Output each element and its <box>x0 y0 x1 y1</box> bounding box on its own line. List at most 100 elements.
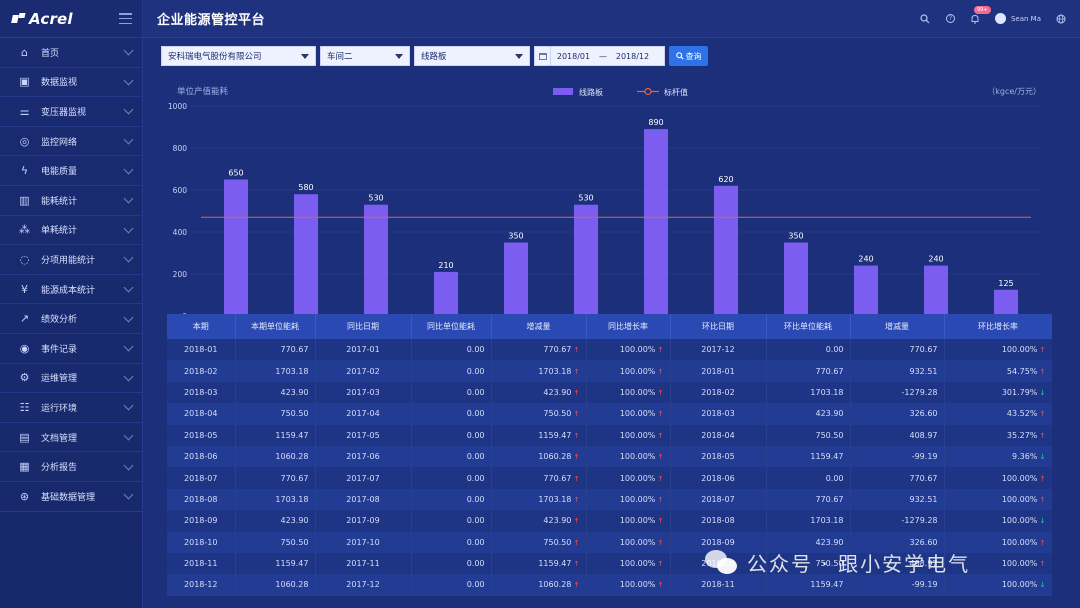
cell-value: 100.00% <box>1001 494 1038 504</box>
cell-value: 0.00 <box>466 409 485 419</box>
sidebar-item-6[interactable]: ⁂ 单耗统计 <box>0 216 142 246</box>
table-row[interactable]: 2018-01 770.67 2017-01 0.00 770.67 ↑ 100.00% … <box>167 339 1052 361</box>
search-icon[interactable] <box>920 13 931 24</box>
sidebar-item-7[interactable]: ◌ 分项用能统计 <box>0 245 142 275</box>
bar <box>994 289 1018 316</box>
sidebar-item-3[interactable]: ◎ 监控网络 <box>0 127 142 157</box>
cell-value: 423.90 <box>815 537 844 547</box>
column-header: 增减量 <box>491 314 587 339</box>
sidebar-item-11[interactable]: ⚙ 运维管理 <box>0 364 142 394</box>
globe-icon[interactable] <box>1055 13 1066 24</box>
table-cell: 0.00 <box>411 381 492 404</box>
sidebar-item-label: 能源成本统计 <box>41 285 96 296</box>
arrow-up-icon: ↑ <box>655 517 664 526</box>
table-cell: 1159.47 <box>766 574 851 596</box>
table-cell: 0.00 <box>411 339 492 361</box>
table-row[interactable]: 2018-10 750.50 2017-10 0.00 750.50 ↑ 100.00% … <box>167 531 1052 553</box>
cell-value: 0.00 <box>466 494 485 504</box>
sidebar-item-label: 运维管理 <box>41 374 78 385</box>
y-tick-label: 1000 <box>168 102 187 111</box>
sidebar-item-5[interactable]: ▥ 能耗统计 <box>0 186 142 216</box>
sidebar-item-1[interactable]: ▣ 数据监视 <box>0 68 142 98</box>
table-row[interactable]: 2018-07 770.67 2017-07 0.00 770.67 ↑ 100.00% … <box>167 467 1052 489</box>
table-row[interactable]: 2018-11 1159.47 2017-11 0.00 1159.47 ↑ 100.00… <box>167 552 1052 575</box>
table-cell: 2017-02 <box>315 360 412 382</box>
table-cell: 2018-08 <box>167 488 236 511</box>
chevron-down-icon <box>123 134 134 145</box>
table-cell: 1703.18 <box>235 360 316 382</box>
cell-value: 35.27% <box>1006 430 1038 440</box>
cell-value: 770.67 <box>815 494 844 504</box>
table-cell: 2017-12 <box>670 339 767 361</box>
cell-value: 100.00% <box>619 473 656 483</box>
cell-value: 100.00% <box>619 580 656 590</box>
table-row[interactable]: 2018-09 423.90 2017-09 0.00 423.90 ↑ 100.00% … <box>167 510 1052 532</box>
sidebar-item-0[interactable]: ⌂ 首页 <box>0 38 142 68</box>
table-cell: 2018-09 <box>167 510 236 532</box>
cell-value: 2017-01 <box>346 345 380 355</box>
monitor-icon: ▣ <box>19 75 30 89</box>
yuan-icon: ¥ <box>21 282 28 296</box>
table-cell: -1279.28 <box>850 381 945 404</box>
sidebar-item-14[interactable]: ▦ 分析报告 <box>0 452 142 482</box>
table-cell: 100.00% ↑ <box>586 381 671 404</box>
table-cell: 2017-04 <box>315 403 412 425</box>
cell-value: -99.19 <box>911 452 938 462</box>
user-menu[interactable]: Sean Ma <box>994 13 1041 24</box>
table-cell: 2018-01 <box>670 360 767 382</box>
sidebar-item-13[interactable]: ▤ 文档管理 <box>0 423 142 453</box>
chevron-down-icon <box>515 53 523 59</box>
line-select[interactable]: 线路板 <box>414 46 530 66</box>
table-cell: 750.50 <box>235 403 316 425</box>
table-row[interactable]: 2018-04 750.50 2017-04 0.00 750.50 ↑ 100.00% … <box>167 403 1052 425</box>
cell-value: 2018-06 <box>184 452 218 462</box>
table-cell: 1703.18 <box>235 488 316 511</box>
sidebar-item-10[interactable]: ◉ 事件记录 <box>0 334 142 364</box>
sidebar-item-label: 变压器监视 <box>41 107 87 118</box>
y-tick-label: 200 <box>173 270 188 279</box>
company-select[interactable]: 安科瑞电气股份有限公司 <box>161 46 316 66</box>
cell-value: 0.00 <box>825 473 844 483</box>
sidebar-item-15[interactable]: ⊛ 基础数据管理 <box>0 482 142 512</box>
sidebar-item-12[interactable]: ☷ 运行环境 <box>0 393 142 423</box>
arrow-up-icon: ↑ <box>655 453 664 462</box>
table-row[interactable]: 2018-05 1159.47 2017-05 0.00 1159.47 ↑ 100.00… <box>167 424 1052 446</box>
table-cell: 100.00% ↑ <box>586 574 671 596</box>
search-icon <box>675 52 684 60</box>
table-cell: 100.00% ↑ <box>944 531 1052 553</box>
cell-value: 301.79% <box>1001 387 1038 397</box>
cell-value: 100.00% <box>619 387 656 397</box>
bell-icon[interactable]: 99+ <box>970 6 991 24</box>
table-row[interactable]: 2018-12 1060.28 2017-12 0.00 1060.28 ↑ 100.00… <box>167 574 1052 596</box>
table-row[interactable]: 2018-08 1703.18 2017-08 0.00 1703.18 ↑ 100.00… <box>167 488 1052 511</box>
sidebar-item-2[interactable]: ⚌ 变压器监视 <box>0 97 142 127</box>
help-icon[interactable]: ? <box>945 13 956 24</box>
date-range-picker[interactable]: 2018/01 — 2018/12 <box>534 46 665 66</box>
table-cell: 2018-07 <box>670 488 767 511</box>
network-icon: ◎ <box>19 134 30 148</box>
table-row[interactable]: 2018-06 1060.28 2017-06 0.00 1060.28 ↑ 100.00… <box>167 445 1052 468</box>
table-row[interactable]: 2018-03 423.90 2017-03 0.00 423.90 ↑ 100.00% … <box>167 381 1052 404</box>
chevron-down-icon <box>123 489 134 500</box>
sidebar-item-9[interactable]: ↗ 绩效分析 <box>0 304 142 334</box>
arrow-up-icon: ↑ <box>655 560 664 569</box>
workshop-select[interactable]: 车间二 <box>320 46 410 66</box>
table-cell: 100.00% ↑ <box>586 424 671 446</box>
sidebar-item-label: 文档管理 <box>41 433 78 444</box>
table-cell: 770.67 ↑ <box>491 467 587 489</box>
cell-value: 0.00 <box>466 473 485 483</box>
cell-value: 408.97 <box>909 430 938 440</box>
cell-value: 423.90 <box>280 516 309 526</box>
menu-toggle-icon[interactable] <box>119 13 132 24</box>
table-row[interactable]: 2018-02 1703.18 2017-02 0.00 1703.18 ↑ 100.00… <box>167 360 1052 382</box>
unit-consumption-icon: ⁂ <box>19 223 30 237</box>
cell-value: 2018-01 <box>184 345 218 355</box>
cell-value: 100.00% <box>1001 559 1038 569</box>
sidebar-item-8[interactable]: ¥ 能源成本统计 <box>0 275 142 305</box>
query-button[interactable]: 查询 <box>669 46 708 66</box>
table-cell: 770.67 <box>850 467 945 489</box>
sidebar-item-4[interactable]: ϟ 电能质量 <box>0 156 142 186</box>
y-tick-label: 600 <box>173 186 188 195</box>
cell-value: 2018-04 <box>701 430 735 440</box>
table-cell: 2018-02 <box>167 360 236 382</box>
